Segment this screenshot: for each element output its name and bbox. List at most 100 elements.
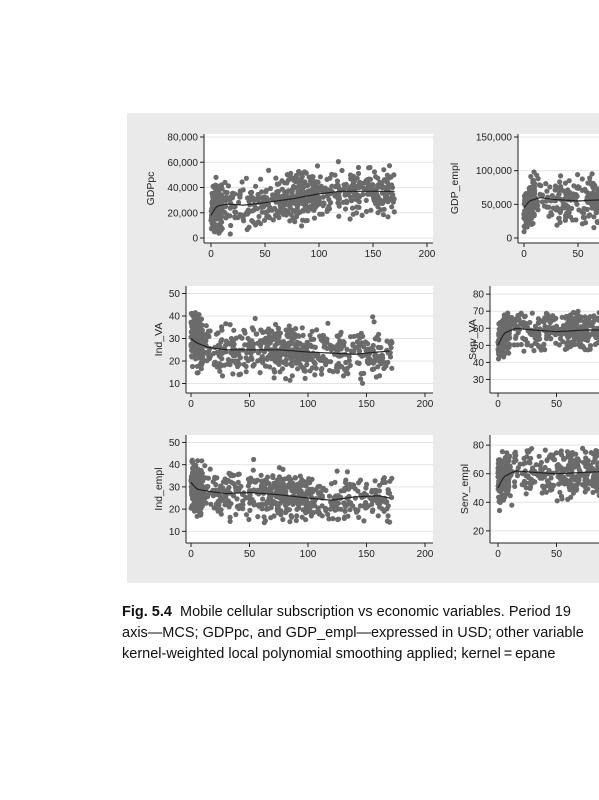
data-point (522, 471, 528, 477)
data-point (341, 343, 347, 349)
data-point (547, 487, 554, 493)
data-point (387, 354, 394, 360)
data-point (235, 363, 241, 370)
data-point (553, 450, 559, 456)
data-point (205, 475, 211, 481)
data-point (295, 366, 301, 372)
data-point (507, 493, 513, 499)
data-point (360, 333, 366, 339)
data-point (344, 365, 350, 371)
data-point (356, 348, 363, 354)
data-point (292, 184, 298, 190)
data-point (549, 212, 555, 218)
data-point (573, 451, 579, 457)
data-point (210, 183, 216, 189)
y-tick-label: 50 (169, 438, 181, 449)
data-point (521, 314, 528, 320)
data-point (235, 488, 241, 494)
data-point (246, 224, 252, 230)
data-point (499, 449, 505, 455)
data-point (528, 207, 535, 213)
data-point (565, 335, 571, 341)
data-point (243, 369, 249, 375)
data-point (379, 200, 385, 206)
data-point (518, 310, 524, 316)
smoothing-line (210, 190, 395, 216)
data-point (514, 473, 521, 479)
data-point (275, 195, 281, 201)
data-point (560, 199, 566, 206)
data-point (521, 455, 527, 461)
x-tick-label: 50 (259, 249, 271, 260)
data-point (524, 221, 530, 227)
data-point (347, 172, 354, 178)
data-point (279, 476, 285, 483)
y-tick-label: 60,000 (167, 158, 198, 169)
data-point (566, 484, 572, 490)
scatter-points (495, 445, 599, 514)
data-point (386, 184, 393, 190)
data-point (195, 458, 201, 464)
data-point (191, 504, 197, 510)
y-tick-label: 70 (473, 307, 485, 318)
data-point (380, 360, 386, 366)
data-point (263, 506, 270, 512)
data-point (204, 333, 210, 339)
data-point (557, 336, 564, 342)
data-point (225, 183, 231, 189)
data-point (536, 344, 542, 350)
data-point (251, 479, 257, 485)
data-point (332, 507, 338, 513)
data-point (302, 179, 308, 185)
data-point (300, 332, 306, 338)
data-point (511, 342, 517, 348)
data-point (307, 332, 313, 338)
data-point (381, 206, 387, 212)
data-point (319, 366, 325, 372)
data-point (258, 195, 265, 201)
chart-panel-serv-empl: 20 40 60 80 0 50 Serv_empl (459, 435, 599, 560)
data-point (289, 373, 295, 379)
data-point (363, 197, 369, 203)
data-point (556, 342, 562, 348)
data-point (373, 199, 379, 205)
data-point (191, 331, 197, 338)
data-point (202, 463, 208, 469)
data-point (387, 519, 393, 525)
data-point (495, 470, 501, 477)
data-point (568, 316, 574, 322)
data-point (199, 337, 205, 343)
data-point (273, 175, 279, 181)
data-point (562, 346, 568, 352)
data-point (263, 363, 269, 369)
data-point (357, 179, 363, 185)
data-point (557, 475, 563, 481)
data-point (273, 321, 279, 328)
data-point (571, 191, 577, 197)
data-point (270, 192, 276, 198)
data-point (297, 189, 303, 196)
y-tick-label: 80,000 (167, 133, 198, 144)
data-point (384, 506, 390, 512)
data-point (312, 204, 318, 210)
data-point (217, 493, 223, 499)
data-point (280, 203, 286, 209)
data-point (566, 478, 572, 484)
data-point (231, 327, 237, 333)
data-point (258, 472, 264, 478)
data-point (385, 359, 391, 365)
data-point (219, 337, 225, 343)
data-point (287, 341, 293, 347)
data-point (248, 354, 254, 361)
data-point (340, 373, 347, 379)
data-point (257, 221, 264, 227)
data-point (233, 209, 239, 215)
data-point (304, 217, 310, 224)
data-point (294, 333, 300, 339)
data-point (556, 215, 562, 221)
data-point (554, 469, 560, 475)
data-point (213, 201, 219, 207)
data-point (237, 371, 244, 377)
data-point (275, 336, 281, 342)
